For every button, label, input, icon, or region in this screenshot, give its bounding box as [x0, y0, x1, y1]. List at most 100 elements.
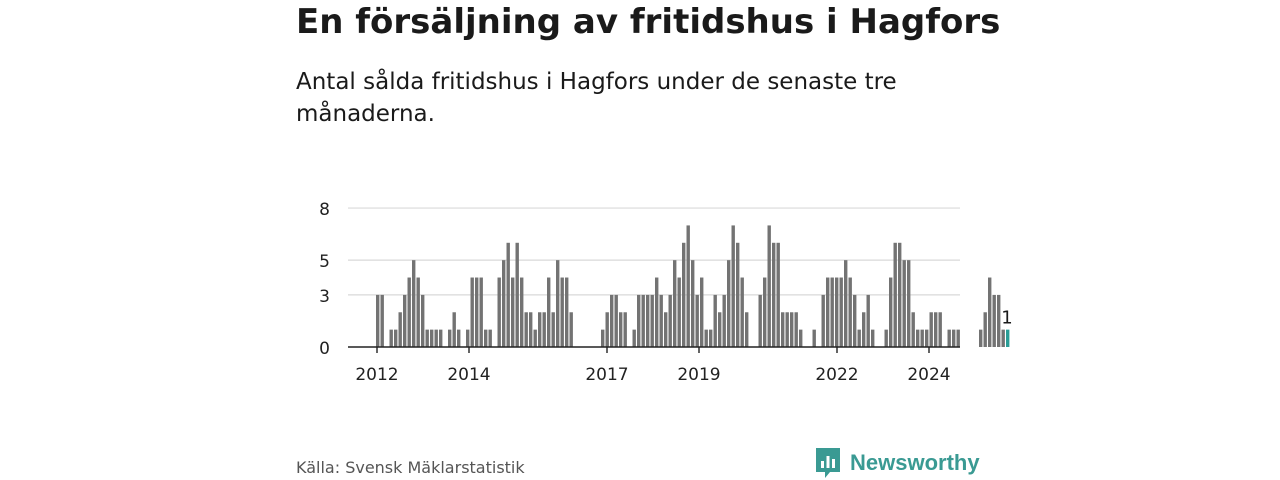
- bar: [857, 329, 861, 347]
- bar: [466, 329, 470, 347]
- bar: [988, 277, 992, 347]
- bar: [893, 242, 897, 347]
- bar: [763, 277, 767, 347]
- bar: [380, 294, 384, 347]
- bar: [745, 312, 749, 347]
- bar: [790, 312, 794, 347]
- bar: [457, 329, 461, 347]
- bar: [695, 294, 699, 347]
- x-tick-label: 2017: [585, 365, 628, 385]
- bar: [898, 242, 902, 347]
- bar: [646, 294, 650, 347]
- bar: [934, 312, 938, 347]
- bar: [398, 312, 402, 347]
- y-tick-label: 5: [319, 252, 330, 272]
- bar: [758, 294, 762, 347]
- bar: [920, 329, 924, 347]
- last-value-label: 1: [1001, 308, 1012, 329]
- bar: [835, 277, 839, 347]
- bar: [731, 225, 735, 347]
- bar: [452, 312, 456, 347]
- bar: [713, 294, 717, 347]
- bar: [632, 329, 636, 347]
- bar: [983, 312, 987, 347]
- bar: [515, 242, 519, 347]
- bar: [812, 329, 816, 347]
- bar: [848, 277, 852, 347]
- bar: [907, 260, 911, 347]
- bar: [421, 294, 425, 347]
- bar: [533, 329, 537, 347]
- bar: [862, 312, 866, 347]
- bar: [844, 260, 848, 347]
- brand-name: Newsworthy: [850, 450, 980, 475]
- bar: [610, 294, 614, 347]
- bar: [952, 329, 956, 347]
- bar: [650, 294, 654, 347]
- bar: [403, 294, 407, 347]
- bar: [641, 294, 645, 347]
- bar: [911, 312, 915, 347]
- bar: [425, 329, 429, 347]
- bar: [997, 294, 1001, 347]
- x-tick-label: 2019: [677, 365, 720, 385]
- bar: [376, 294, 380, 347]
- chart-title: En försäljning av fritidshus i Hagfors: [296, 2, 1001, 42]
- bar: [394, 329, 398, 347]
- bar: [826, 277, 830, 347]
- bar: [722, 294, 726, 347]
- bar: [925, 329, 929, 347]
- bar: [551, 312, 555, 347]
- bar: [884, 329, 888, 347]
- newsworthy-logo: Newsworthy: [814, 446, 980, 480]
- bar: [1006, 329, 1010, 347]
- bar: [623, 312, 627, 347]
- bar: [601, 329, 605, 347]
- bar: [979, 329, 983, 347]
- x-tick-label: 2012: [355, 365, 398, 385]
- bar: [412, 260, 416, 347]
- bar: [605, 312, 609, 347]
- bar: [434, 329, 438, 347]
- bar: [938, 312, 942, 347]
- bar: [686, 225, 690, 347]
- bar: [704, 329, 708, 347]
- bar: [767, 225, 771, 347]
- bar: [542, 312, 546, 347]
- bar: [709, 329, 713, 347]
- bar: [664, 312, 668, 347]
- bar: [506, 242, 510, 347]
- bar: [668, 294, 672, 347]
- bar: [682, 242, 686, 347]
- bar: [565, 277, 569, 347]
- bar: [821, 294, 825, 347]
- bar: [956, 329, 960, 347]
- bar: [655, 277, 659, 347]
- bar: [776, 242, 780, 347]
- bar: [497, 277, 501, 347]
- bar: [677, 277, 681, 347]
- bar: [866, 294, 870, 347]
- bar: [619, 312, 623, 347]
- bar: [871, 329, 875, 347]
- x-tick-label: 2022: [815, 365, 858, 385]
- bar: [718, 312, 722, 347]
- bar: [416, 277, 420, 347]
- bar: [560, 277, 564, 347]
- bar: [407, 277, 411, 347]
- bar: [781, 312, 785, 347]
- bar: [947, 329, 951, 347]
- bar: [448, 329, 452, 347]
- bar: [673, 260, 677, 347]
- bar: [700, 277, 704, 347]
- bar: [430, 329, 434, 347]
- bar: [614, 294, 618, 347]
- bar: [520, 277, 524, 347]
- bar: [929, 312, 933, 347]
- bar: [479, 277, 483, 347]
- bar: [475, 277, 479, 347]
- bar: [839, 277, 843, 347]
- x-tick-label: 2014: [447, 365, 490, 385]
- bar: [470, 277, 474, 347]
